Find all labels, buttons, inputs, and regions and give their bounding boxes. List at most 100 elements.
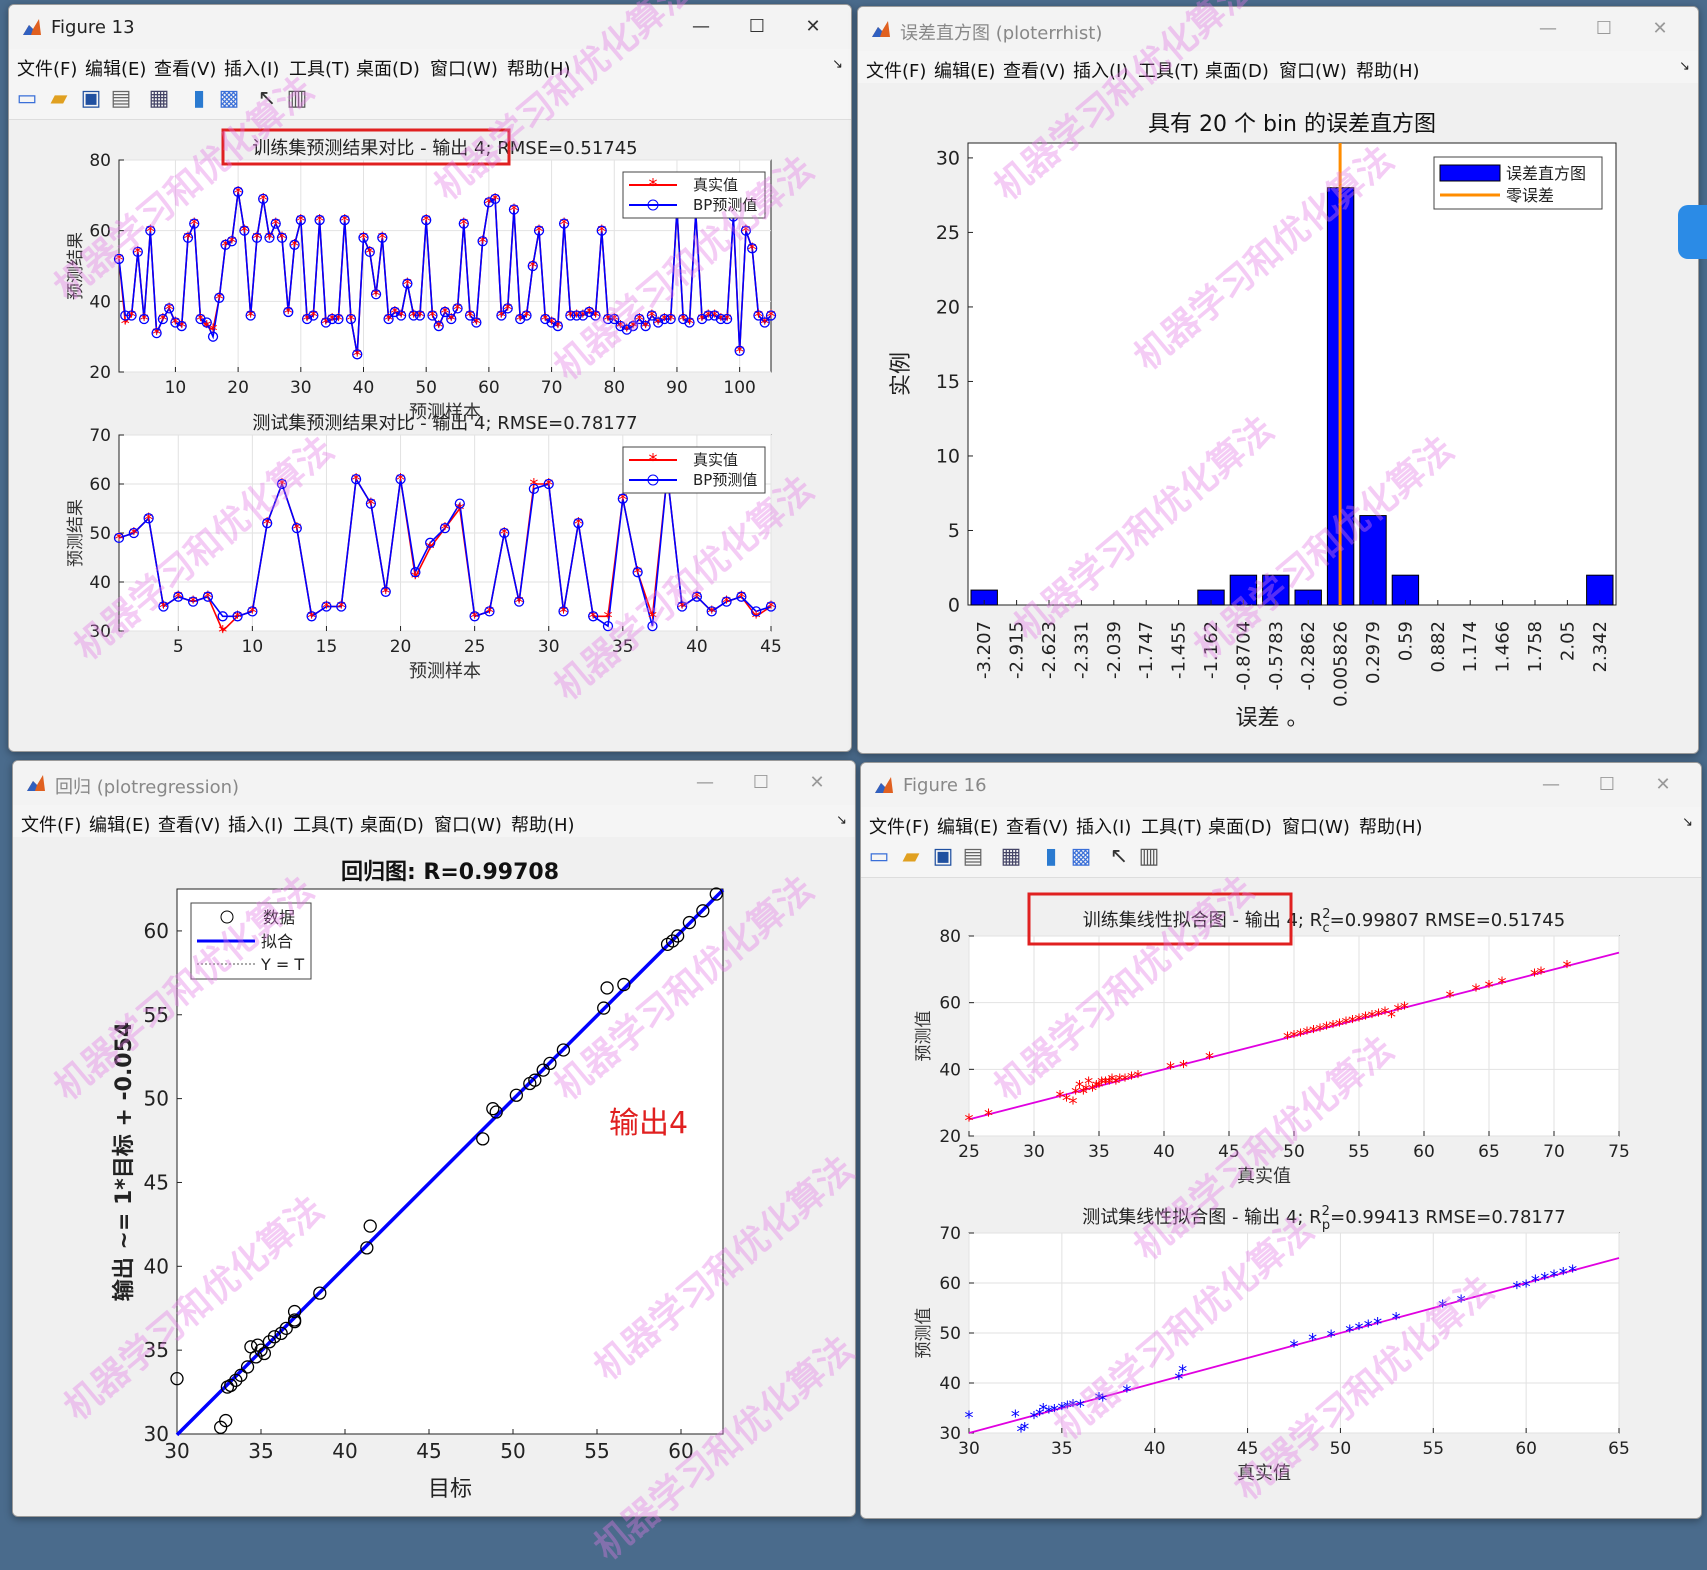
point-true: * <box>678 598 687 619</box>
point-true: * <box>278 229 287 250</box>
close-button[interactable]: ✕ <box>1652 18 1668 39</box>
dock-arrow-icon[interactable]: ↘ <box>836 813 847 828</box>
title-bar[interactable]: 误差直方图 (ploterrhist) — ☐ ✕ <box>858 7 1698 51</box>
figure-13-window[interactable]: Figure 13 — ☐ ✕ 文件(F) 编辑(E) 查看(V) 插入(I) 工具(T… <box>8 4 852 752</box>
x-tick-label: -3.207 <box>974 621 995 679</box>
close-button[interactable]: ✕ <box>809 772 825 793</box>
maximize-button[interactable]: ☐ <box>1595 18 1613 39</box>
maximize-button[interactable]: ☐ <box>748 16 766 37</box>
legend-icon[interactable]: ▩ <box>1070 844 1092 869</box>
point-bp <box>584 306 595 318</box>
menu-item-2[interactable]: 查看(V) <box>1003 61 1066 82</box>
data-point: * <box>1335 1015 1344 1036</box>
minimize-button[interactable]: — <box>1542 774 1560 795</box>
point-bp <box>232 611 243 622</box>
menu-item-3[interactable]: 插入(I) <box>1076 817 1132 838</box>
x-tick-label: 60 <box>478 378 500 398</box>
title-bar[interactable]: Figure 16 — ☐ ✕ <box>861 763 1701 807</box>
print-preview-icon[interactable]: ▦ <box>148 86 170 111</box>
menu-item-0[interactable]: 文件(F) <box>21 815 82 836</box>
menu-item-3[interactable]: 插入(I) <box>228 815 284 836</box>
colorbar-icon[interactable]: ▮ <box>1044 844 1058 869</box>
colorbar-icon[interactable]: ▮ <box>192 86 206 111</box>
point-true: * <box>165 299 174 320</box>
side-link-button[interactable] <box>1678 205 1707 259</box>
data-point: * <box>1063 1398 1072 1419</box>
plot-area: 30 35 40 45 50 55 60 30 35 40 45 50 55 60 回归图: R=0.997… <box>13 841 855 1516</box>
x-tick-label: 80 <box>603 378 625 398</box>
menu-item-6[interactable]: 窗口(W) <box>430 59 498 80</box>
menu-item-5[interactable]: 桌面(D) <box>1205 61 1269 82</box>
figure-16-window[interactable]: Figure 16 — ☐ ✕ 文件(F) 编辑(E) 查看(V) 插入(I) 工具(T… <box>860 762 1702 1519</box>
menu-item-4[interactable]: 工具(T) <box>1138 61 1200 82</box>
error-histogram-window[interactable]: 误差直方图 (ploterrhist) — ☐ ✕ 文件(F) 编辑(E) 查看(V… <box>857 6 1699 754</box>
title-prefix: 测试集线性拟合图 - 输出 4; R <box>1082 1207 1321 1228</box>
menu-item-7[interactable]: 帮助(H) <box>1356 61 1420 82</box>
window-title: 误差直方图 (ploterrhist) <box>900 23 1103 44</box>
pointer-icon[interactable]: ↖ <box>257 86 277 111</box>
menu-item-4[interactable]: 工具(T) <box>289 59 351 80</box>
property-inspector-icon[interactable]: ▥ <box>1138 844 1160 869</box>
figure-13-canvas: 10 20 30 40 50 60 70 80 90 100 20 40 60 80 训练集预测结果对比 -… <box>66 128 782 682</box>
menu-item-3[interactable]: 插入(I) <box>1073 61 1129 82</box>
point-true: * <box>174 588 183 609</box>
dock-arrow-icon[interactable]: ↘ <box>832 57 843 72</box>
menu-item-2[interactable]: 查看(V) <box>154 59 217 80</box>
menu-item-1[interactable]: 编辑(E) <box>89 815 151 836</box>
menu-item-7[interactable]: 帮助(H) <box>1359 817 1423 838</box>
menu-item-4[interactable]: 工具(T) <box>293 815 355 836</box>
save-icon[interactable]: ▣ <box>932 844 954 869</box>
dock-arrow-icon[interactable]: ↘ <box>1682 815 1693 830</box>
new-file-icon[interactable]: ▭ <box>868 844 890 869</box>
point-true: * <box>472 314 481 335</box>
print-icon[interactable]: ▤ <box>962 844 984 869</box>
menu-item-1[interactable]: 编辑(E) <box>85 59 147 80</box>
y-tick-label: 40 <box>939 1060 961 1080</box>
dock-arrow-icon[interactable]: ↘ <box>1679 59 1690 74</box>
menu-item-6[interactable]: 窗口(W) <box>1279 61 1347 82</box>
menu-item-0[interactable]: 文件(F) <box>17 59 78 80</box>
menu-item-7[interactable]: 帮助(H) <box>507 59 571 80</box>
minimize-button[interactable]: — <box>696 772 714 793</box>
maximize-button[interactable]: ☐ <box>752 772 770 793</box>
minimize-button[interactable]: — <box>692 16 710 37</box>
close-button[interactable]: ✕ <box>1655 774 1671 795</box>
menu-item-0[interactable]: 文件(F) <box>869 817 930 838</box>
open-folder-icon[interactable]: ▰ <box>50 86 68 111</box>
x-tick-label: 65 <box>1478 1142 1500 1162</box>
menu-item-3[interactable]: 插入(I) <box>224 59 280 80</box>
regression-window[interactable]: 回归 (plotregression) — ☐ ✕ 文件(F) 编辑(E) 查看(V… <box>12 760 856 1517</box>
property-inspector-icon[interactable]: ▥ <box>286 86 308 111</box>
menu-item-1[interactable]: 编辑(E) <box>937 817 999 838</box>
point-bp <box>395 310 407 321</box>
point-true: * <box>265 229 274 250</box>
minimize-button[interactable]: — <box>1539 18 1557 39</box>
save-icon[interactable]: ▣ <box>80 86 102 111</box>
point-bp <box>543 478 554 490</box>
menu-item-6[interactable]: 窗口(W) <box>434 815 502 836</box>
menu-item-0[interactable]: 文件(F) <box>866 61 927 82</box>
title-bar[interactable]: Figure 13 — ☐ ✕ <box>9 5 851 49</box>
pointer-icon[interactable]: ↖ <box>1109 844 1129 869</box>
menu-item-5[interactable]: 桌面(D) <box>1208 817 1272 838</box>
x-tick-label: -1.455 <box>1169 621 1190 679</box>
menu-item-6[interactable]: 窗口(W) <box>1282 817 1350 838</box>
point-bp <box>508 204 520 215</box>
menu-item-2[interactable]: 查看(V) <box>1006 817 1069 838</box>
matlab-icon <box>875 777 893 793</box>
open-folder-icon[interactable]: ▰ <box>902 844 920 869</box>
data-point: * <box>1062 1090 1071 1111</box>
new-file-icon[interactable]: ▭ <box>16 86 38 111</box>
menu-item-4[interactable]: 工具(T) <box>1141 817 1203 838</box>
menu-item-5[interactable]: 桌面(D) <box>360 815 424 836</box>
menu-item-7[interactable]: 帮助(H) <box>511 815 575 836</box>
menu-item-5[interactable]: 桌面(D) <box>356 59 420 80</box>
close-button[interactable]: ✕ <box>805 16 821 37</box>
menu-item-2[interactable]: 查看(V) <box>158 815 221 836</box>
maximize-button[interactable]: ☐ <box>1598 774 1616 795</box>
print-icon[interactable]: ▤ <box>110 86 132 111</box>
legend-icon[interactable]: ▩ <box>218 86 240 111</box>
print-preview-icon[interactable]: ▦ <box>1000 844 1022 869</box>
menu-item-1[interactable]: 编辑(E) <box>934 61 996 82</box>
title-bar[interactable]: 回归 (plotregression) — ☐ ✕ <box>13 761 855 805</box>
